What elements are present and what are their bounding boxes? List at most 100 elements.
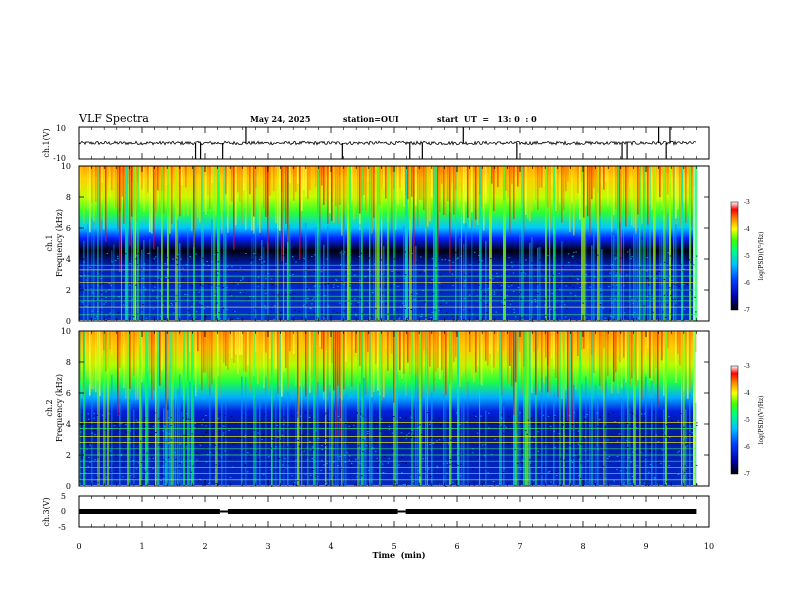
spectrogram-streak xyxy=(413,331,415,348)
spectrogram-speckle xyxy=(136,264,139,266)
spectrogram-streak xyxy=(443,331,445,397)
spectrogram-streak xyxy=(177,389,179,486)
spectrogram-speckle xyxy=(678,286,681,287)
spectrogram-speckle xyxy=(690,261,692,263)
spectrogram-speckle xyxy=(548,307,550,309)
spectrogram-speckle xyxy=(168,305,171,307)
spectrogram-streak xyxy=(111,166,113,191)
spectrogram-streak xyxy=(295,331,297,386)
spectrogram-speckle xyxy=(117,413,120,415)
spectrogram-speckle xyxy=(577,430,580,432)
spectrogram-streak xyxy=(301,166,303,211)
spectrogram-speckle xyxy=(315,430,317,432)
x-axis-label: Time (min) xyxy=(372,550,425,560)
spectrogram-speckle xyxy=(115,470,118,472)
spectrogram-speckle xyxy=(218,465,220,467)
spectrogram-speckle xyxy=(247,297,249,299)
x-tick-label: 3 xyxy=(265,542,270,551)
spectrogram-speckle xyxy=(430,437,432,439)
spectrogram-streak xyxy=(219,236,221,321)
spectrogram-speckle xyxy=(649,450,651,451)
spectrogram-speckle xyxy=(526,481,529,483)
spectrogram-speckle xyxy=(503,421,505,423)
spectrogram-speckle xyxy=(248,313,251,315)
spectrogram-speckle xyxy=(321,311,323,313)
spectrogram-speckle xyxy=(321,445,323,447)
spectrogram-speckle xyxy=(325,437,327,439)
spectrogram-speckle xyxy=(291,271,294,273)
spectrogram-streak xyxy=(313,166,315,187)
spectrogram-speckle xyxy=(181,461,183,463)
spectrogram-speckle xyxy=(654,477,656,478)
spectrogram-hotspot xyxy=(131,166,133,217)
spectrogram-speckle xyxy=(616,469,618,471)
spectrogram-speckle xyxy=(516,462,519,464)
spectrogram-speckle xyxy=(213,452,215,454)
spectrogram-streak xyxy=(653,331,655,383)
spectrogram-speckle xyxy=(339,456,341,458)
spectrogram-speckle xyxy=(160,278,162,280)
spectrogram-speckle xyxy=(287,315,290,317)
spectrogram-speckle xyxy=(194,422,197,424)
spectrogram-speckle xyxy=(685,437,688,439)
spectrogram-streak xyxy=(383,166,385,189)
spectrogram-speckle xyxy=(577,443,580,445)
spectrogram-speckle xyxy=(83,261,85,263)
spectrogram-speckle xyxy=(397,272,399,274)
spectrogram-speckle xyxy=(112,307,114,309)
spectrogram-speckle xyxy=(490,454,493,456)
spectrogram-speckle xyxy=(133,478,135,480)
spectrogram-streak xyxy=(149,238,151,321)
spectrogram-speckle xyxy=(473,273,476,275)
spectrogram-streak xyxy=(363,377,365,486)
spectrogram-speckle xyxy=(566,308,568,310)
spectrogram-speckle xyxy=(516,422,518,424)
spectrogram-speckle xyxy=(235,450,238,452)
spectrogram-speckle xyxy=(648,284,650,286)
spectrogram-speckle xyxy=(115,260,117,262)
spectrogram-speckle xyxy=(692,419,695,421)
spectrogram-speckle xyxy=(311,446,314,448)
spectrogram-speckle xyxy=(259,258,261,260)
spectrogram-speckle xyxy=(311,303,313,305)
spectrogram-speckle xyxy=(540,270,543,272)
spectrogram-sferic xyxy=(427,331,428,486)
spectrogram-speckle xyxy=(184,297,187,298)
spectrogram-speckle xyxy=(354,484,356,486)
spectrogram-speckle xyxy=(251,259,253,261)
spectrogram-speckle xyxy=(101,296,103,298)
ch3-ytick-0: 0 xyxy=(61,507,66,516)
spectrogram-speckle xyxy=(544,304,546,306)
spectrogram-speckle xyxy=(188,450,190,451)
spectrogram-streak xyxy=(275,166,277,224)
spectrogram-streak xyxy=(671,331,673,362)
spectrogram-streak xyxy=(473,331,475,383)
spectrogram-speckle xyxy=(265,308,267,310)
spectrogram-speckle xyxy=(93,481,96,482)
spectrogram-speckle xyxy=(615,274,617,276)
spectrogram-speckle xyxy=(344,461,347,463)
spectrogram-speckle xyxy=(652,284,655,286)
spectrogram-speckle xyxy=(200,283,202,285)
spectrogram-speckle xyxy=(655,434,657,436)
spectrogram-sferic xyxy=(521,166,524,321)
spectrogram-sferic xyxy=(283,166,285,321)
spectrogram-speckle xyxy=(298,311,300,313)
spectrogram-streak xyxy=(179,331,181,367)
spectrogram-speckle xyxy=(656,277,658,279)
spectrogram-streak xyxy=(93,221,95,321)
spectrogram-speckle xyxy=(683,475,686,477)
spectrogram-streak xyxy=(649,331,651,378)
spectrogram-speckle xyxy=(267,273,270,275)
spectrogram-streak xyxy=(561,166,563,223)
spectrogram-speckle xyxy=(295,459,297,461)
spectrogram-speckle xyxy=(89,463,91,465)
spectrogram-speckle xyxy=(380,259,383,261)
spectrogram-streak xyxy=(205,331,207,373)
spectrogram-speckle xyxy=(608,319,610,321)
spectrogram-streak xyxy=(403,226,405,321)
spectrogram-speckle xyxy=(683,284,685,286)
spectrogram-streak xyxy=(587,331,589,349)
spectrogram-speckle xyxy=(388,425,391,427)
spectrogram-speckle xyxy=(513,311,516,313)
